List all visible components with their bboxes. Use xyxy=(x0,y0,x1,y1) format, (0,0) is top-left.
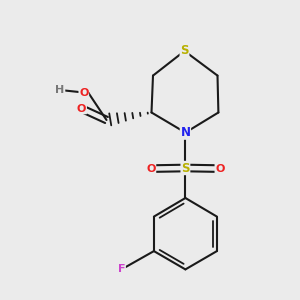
Text: S: S xyxy=(181,161,190,175)
Text: N: N xyxy=(180,126,190,139)
Text: F: F xyxy=(118,264,125,274)
Text: H: H xyxy=(56,85,64,95)
Text: O: O xyxy=(215,164,225,174)
Text: O: O xyxy=(77,103,86,114)
Text: S: S xyxy=(180,44,189,58)
Text: O: O xyxy=(146,164,156,174)
Text: O: O xyxy=(79,88,88,98)
